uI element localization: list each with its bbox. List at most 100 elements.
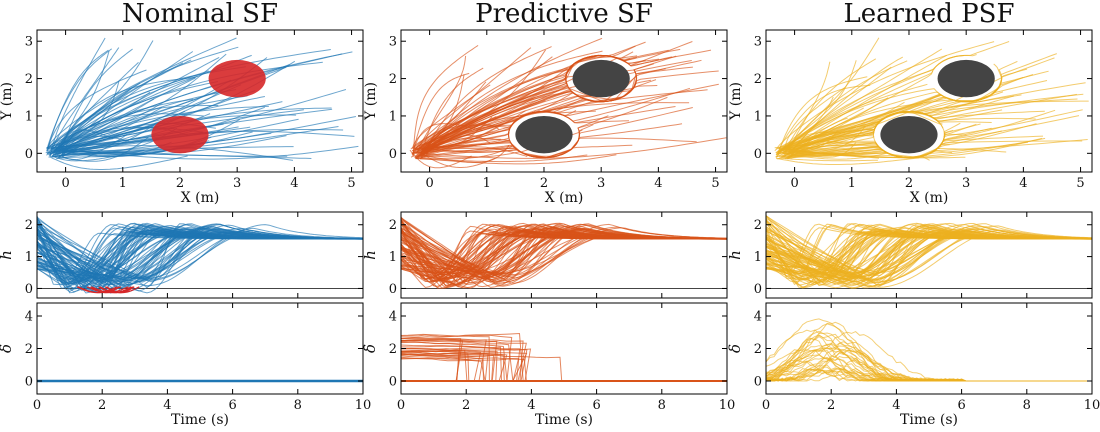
- learned-psf-trajectory: [785, 37, 880, 153]
- learned-psf-trajectory: [779, 115, 1080, 159]
- nominal-sf-h-line: [37, 227, 363, 287]
- predictive-sf-h-line: [401, 233, 727, 279]
- nominal-sf-trajectory: [47, 49, 109, 152]
- predictive-sf-trajectory: [415, 100, 546, 154]
- column-predictive-sf: Predictive SF 0 1 2 3 0 1 2 3 4 5 X (m) Y (m) 0 1 2 h 0 2…: [361, 0, 735, 428]
- predictive-sf-delta-line: [401, 349, 727, 382]
- predictive-sf-trajectory: [412, 137, 521, 153]
- predictive-sf-delta-line: [401, 356, 727, 382]
- predictive-sf-h-line: [401, 217, 727, 281]
- learned-psf-delta-line: [766, 368, 1092, 382]
- nominal-sf-top-xtick-label: 5: [347, 176, 355, 191]
- nominal-sf-h-violation: [86, 286, 129, 294]
- nominal-sf-top-xtick-label: 4: [290, 176, 298, 191]
- predictive-sf-bot-xtick-label: 0: [397, 398, 405, 413]
- predictive-sf-trajectory: [415, 66, 693, 153]
- predictive-sf-top-ytick-label: 1: [389, 109, 397, 124]
- learned-psf-trajectory: [786, 152, 880, 159]
- learned-psf-mid-ytick-label: 1: [754, 250, 762, 265]
- predictive-sf-trajectory: [419, 154, 617, 165]
- predictive-sf-trajectory: [419, 137, 727, 159]
- predictive-sf-bot-ytick-label: 0: [389, 375, 397, 390]
- nominal-sf-trajectories: [45, 37, 359, 170]
- nominal-sf-mid-frame: [36, 211, 364, 299]
- predictive-sf-bot-ytick-label: 2: [389, 342, 397, 357]
- learned-psf-mid-ytick-label: 2: [754, 218, 762, 233]
- predictive-sf-delta-line: [401, 338, 727, 382]
- nominal-sf-bot-xlabel: Time (s): [171, 412, 229, 428]
- nominal-sf-bot-xtick-label: 6: [228, 398, 236, 413]
- predictive-sf-top-frame: [400, 29, 728, 173]
- nominal-sf-trajectory: [54, 46, 239, 157]
- nominal-sf-mid-ylabel: h: [0, 250, 15, 260]
- learned-psf-top-xtick-label: 1: [848, 176, 856, 191]
- predictive-sf-trajectory: [415, 123, 683, 157]
- learned-psf-h-line: [766, 229, 1092, 288]
- predictive-sf-delta-line: [401, 332, 727, 382]
- predictive-sf-obstacle-1: [515, 115, 573, 154]
- nominal-sf-top-xtick-label: 1: [119, 176, 127, 191]
- nominal-sf-trajectory: [54, 84, 242, 158]
- nominal-sf-top-ytick-label: 2: [25, 72, 33, 87]
- learned-psf-bot-ytick-label: 0: [754, 375, 762, 390]
- nominal-sf-trajectory: [58, 107, 162, 158]
- predictive-sf-top-xtick-label: 5: [711, 176, 719, 191]
- learned-psf-mid-ytick-label: 0: [754, 282, 762, 297]
- predictive-sf-top-ytick-label: 2: [389, 72, 397, 87]
- learned-psf-bot-xtick-label: 10: [1084, 398, 1100, 413]
- nominal-sf-bot-ylabel: δ: [0, 344, 15, 353]
- learned-psf-bot-xlabel: Time (s): [900, 412, 958, 428]
- learned-psf-trajectory: [775, 110, 943, 150]
- predictive-sf-trajectory: [425, 50, 603, 150]
- title-predictive-sf: Predictive SF: [475, 0, 653, 29]
- learned-psf-top-ytick-label: 0: [754, 147, 762, 162]
- nominal-sf-trajectory: [51, 53, 227, 157]
- learned-psf-bot-ylabel: δ: [726, 344, 744, 353]
- nominal-sf-h-violation: [106, 286, 134, 294]
- learned-psf-obstacle-2: [937, 59, 995, 98]
- learned-psf-h-line: [766, 229, 1092, 286]
- predictive-sf-mid-ytick-label: 0: [389, 282, 397, 297]
- predictive-sf-mid-ytick-label: 2: [389, 218, 397, 233]
- learned-psf-bot-xtick-label: 6: [957, 398, 965, 413]
- predictive-sf-mid-frame: [400, 211, 728, 299]
- learned-psf-trajectory: [788, 61, 831, 153]
- learned-psf-trajectory: [775, 48, 943, 157]
- learned-psf-top-xtick-label: 2: [905, 176, 913, 191]
- predictive-sf-bot-xlabel: Time (s): [535, 412, 593, 428]
- nominal-sf-mid-ytick-label: 1: [25, 250, 33, 265]
- nominal-sf-trajectory: [49, 37, 106, 158]
- nominal-sf-trajectory: [62, 51, 194, 158]
- predictive-sf-bot-xtick-label: 2: [462, 398, 470, 413]
- learned-psf-top-ytick-label: 2: [754, 72, 762, 87]
- predictive-sf-trajectory: [424, 146, 528, 157]
- predictive-sf-bot-xtick-label: 4: [527, 398, 535, 413]
- learned-psf-trajectory: [790, 98, 983, 157]
- nominal-sf-top-xtick-label: 0: [61, 176, 69, 191]
- learned-psf-bot-xtick-label: 8: [1023, 398, 1031, 413]
- nominal-sf-trajectory: [57, 149, 170, 154]
- learned-psf-bot-xtick-label: 4: [892, 398, 900, 413]
- predictive-sf-trajectories: [409, 37, 727, 169]
- nominal-sf-trajectory: [46, 37, 237, 149]
- predictive-sf-delta-line: [401, 341, 727, 382]
- predictive-sf-trajectory: [414, 97, 621, 150]
- predictive-sf-top-xtick-label: 1: [483, 176, 491, 191]
- learned-psf-trajectory: [787, 54, 947, 155]
- nominal-sf-trajectory: [49, 87, 134, 155]
- nominal-sf-trajectory: [45, 98, 194, 149]
- learned-psf-h-series: [766, 215, 1092, 289]
- learned-psf-trajectory: [777, 76, 868, 155]
- column-learned-psf: Learned PSF 0 1 2 3 0 1 2 3 4 5 X (m) Y (m) 0 1 2 h 0 2 4 0…: [726, 0, 1100, 428]
- learned-psf-delta-line: [766, 341, 1092, 382]
- predictive-sf-trajectory: [411, 47, 532, 155]
- predictive-sf-trajectory: [413, 97, 535, 150]
- predictive-sf-top-xtick-label: 4: [654, 176, 662, 191]
- nominal-sf-bot-xtick-label: 4: [163, 398, 171, 413]
- learned-psf-trajectories: [774, 37, 1089, 165]
- predictive-sf-top-xtick-label: 2: [540, 176, 548, 191]
- learned-psf-trajectory: [782, 87, 845, 155]
- nominal-sf-trajectory: [49, 81, 219, 156]
- nominal-sf-bot-xtick-label: 2: [98, 398, 106, 413]
